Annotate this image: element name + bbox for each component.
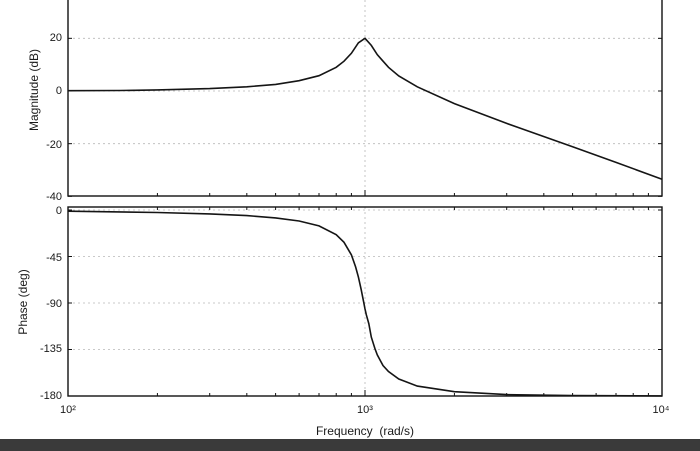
xtick-label: 10² [60, 404, 76, 416]
mag-ytick-label: 20 [50, 32, 62, 44]
magnitude-panel: 20 0 -20 -40 Magnitude (dB) [27, 0, 663, 203]
mag-ytick-label: -20 [46, 139, 62, 151]
magnitude-curve [67, 37, 663, 180]
mag-ytick-label: -40 [46, 191, 62, 203]
bottom-bar [0, 439, 700, 451]
xtick-label: 10³ [357, 404, 373, 416]
magnitude-axis-label: Magnitude (dB) [27, 49, 41, 131]
phase-ytick-label: -180 [40, 390, 62, 402]
phase-ytick-label: -45 [46, 252, 62, 264]
phase-curve [67, 210, 663, 397]
mag-ytick-label: 0 [56, 85, 62, 97]
phase-axis-label: Phase (deg) [16, 269, 30, 334]
bode-plot: 20 0 -20 -40 Magnitude (dB) 0 -45 -90 -1… [16, 0, 670, 438]
phase-panel: 0 -45 -90 -135 -180 Phase (deg) 10² 10³ … [16, 205, 670, 438]
phase-ytick-label: 0 [56, 205, 62, 217]
phase-ytick-label: -135 [40, 343, 62, 355]
xtick-label: 10⁴ [653, 404, 670, 416]
phase-ytick-label: -90 [46, 298, 62, 310]
frequency-axis-label: Frequency (rad/s) [316, 424, 414, 438]
